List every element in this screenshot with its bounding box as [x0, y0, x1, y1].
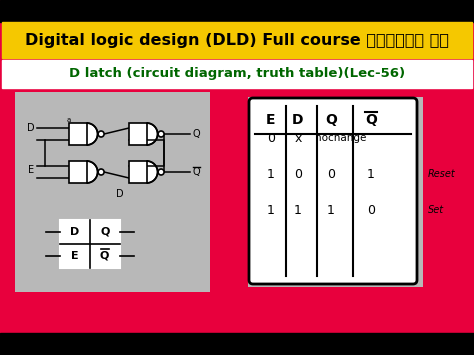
- Text: 0: 0: [267, 131, 275, 144]
- Polygon shape: [146, 161, 157, 183]
- Text: nochange: nochange: [315, 133, 367, 143]
- Bar: [69, 123, 87, 145]
- Text: 1: 1: [327, 203, 335, 217]
- Text: 0: 0: [367, 203, 375, 217]
- Text: a: a: [67, 117, 71, 123]
- Text: Q: Q: [325, 113, 337, 127]
- Text: D: D: [27, 123, 35, 133]
- Bar: [0, 0, 474, 22]
- Text: 1: 1: [367, 168, 375, 180]
- Text: x: x: [294, 131, 301, 144]
- Bar: [2, 60, 472, 88]
- FancyBboxPatch shape: [249, 98, 417, 284]
- Circle shape: [98, 131, 104, 137]
- Bar: [129, 161, 146, 183]
- Polygon shape: [87, 123, 98, 145]
- Polygon shape: [87, 161, 98, 183]
- Bar: [60, 220, 120, 268]
- Bar: [69, 161, 87, 183]
- Text: 0: 0: [294, 168, 302, 180]
- Text: Q: Q: [193, 129, 201, 139]
- Bar: [2, 22, 472, 58]
- Text: Q: Q: [100, 227, 109, 237]
- Text: D: D: [116, 189, 124, 199]
- Text: Digital logic design (DLD) Full course తెలుగు లో: Digital logic design (DLD) Full course త…: [25, 33, 449, 48]
- Circle shape: [158, 131, 164, 137]
- Polygon shape: [146, 123, 157, 145]
- Text: 1: 1: [267, 168, 275, 180]
- Bar: [248, 97, 423, 287]
- Bar: [129, 123, 146, 145]
- Text: E: E: [266, 113, 276, 127]
- Circle shape: [158, 169, 164, 175]
- Text: E: E: [28, 165, 34, 175]
- Text: Q: Q: [193, 167, 201, 177]
- Bar: [15, 92, 210, 292]
- Text: 0: 0: [327, 168, 335, 180]
- Text: D latch (circuit diagram, truth table)(Lec-56): D latch (circuit diagram, truth table)(L…: [69, 67, 405, 81]
- Text: Q: Q: [365, 113, 377, 127]
- Text: Reset: Reset: [428, 169, 456, 179]
- Text: Q: Q: [100, 251, 109, 261]
- Text: E: E: [71, 251, 79, 261]
- Text: D: D: [70, 227, 80, 237]
- Text: 1: 1: [267, 203, 275, 217]
- Circle shape: [98, 169, 104, 175]
- Text: Set: Set: [428, 205, 444, 215]
- Text: 1: 1: [294, 203, 302, 217]
- Bar: [0, 333, 474, 355]
- Text: D: D: [292, 113, 304, 127]
